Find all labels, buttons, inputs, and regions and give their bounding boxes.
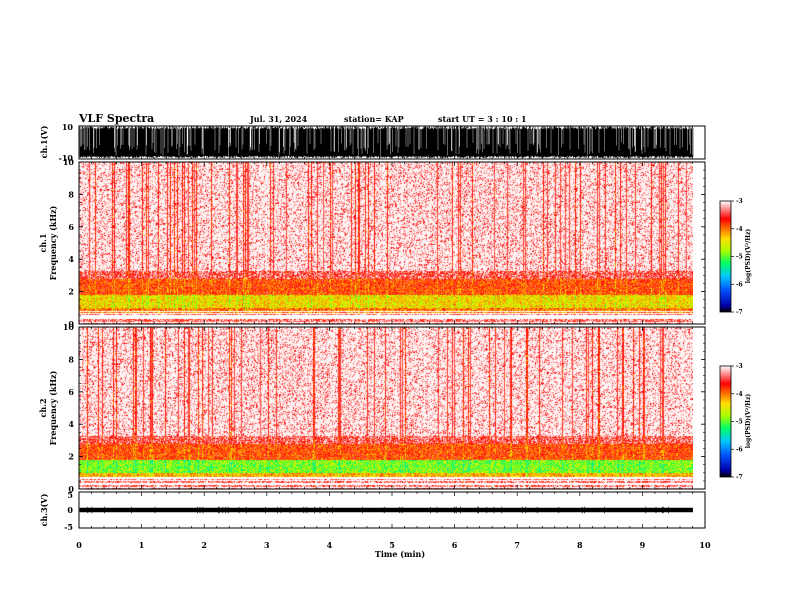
ch1-colorbar: -3 -4 -5 -6 -7 log(PSD)(V²/Hz) (719, 198, 752, 316)
time-tick-3: 3 (264, 540, 270, 550)
ch1-frequency-ticks: 0 2 4 6 8 10 (63, 157, 705, 329)
ch1-cbtick--6: -6 (736, 281, 743, 288)
ch3-ytick-bottom: -5 (64, 522, 73, 532)
ch1-colorbar-label: log(PSD)(V²/Hz) (745, 229, 752, 284)
ch3-waveform-ylabel: ch.3(V) (39, 493, 49, 526)
ch1-freq-ytick-0: 0 (68, 319, 74, 329)
ch2-freq-ytick-2: 2 (68, 452, 74, 462)
ch2-cbtick--7: -7 (736, 474, 743, 481)
ch2-colorbar-label: log(PSD)(V²/Hz) (745, 394, 752, 449)
station-label: station= KAP (344, 114, 404, 124)
ch2-frequency-ticks: 0 2 4 6 8 10 (63, 322, 705, 494)
ch1-colorbar-ticks: -3 -4 -5 -6 -7 (731, 198, 743, 316)
ch3-waveform-line (79, 506, 693, 514)
ch1-cbtick--7: -7 (736, 309, 743, 316)
ch2-freq-ytick-4: 4 (68, 419, 74, 429)
ch1-waveform-ylabel: ch.1(V) (39, 125, 49, 158)
time-tick-1: 1 (139, 540, 145, 550)
ch2-freq-ytick-6: 6 (68, 387, 74, 397)
ch2-freq-ytick-0: 0 (68, 484, 74, 494)
time-tick-7: 7 (514, 540, 520, 550)
time-tick-9: 9 (640, 540, 646, 550)
ch2-cbtick--3: -3 (736, 363, 743, 370)
time-tick-2: 2 (201, 540, 207, 550)
time-tick-0: 0 (76, 540, 82, 550)
ch2-spectrogram-ylabel-line2: Frequency (kHz) (48, 370, 58, 445)
time-tick-5: 5 (389, 540, 395, 550)
ch1-spectrogram-ylabel-line1: ch.1 (38, 233, 48, 252)
ch1-spectrogram-ylabel-line2: Frequency (kHz) (48, 205, 58, 280)
ch2-cbtick--6: -6 (736, 446, 743, 453)
ch1-ytick-bottom: -10 (59, 153, 74, 163)
ch1-cbtick--3: -3 (736, 198, 743, 205)
ch1-waveform-line (79, 126, 694, 159)
time-tick-8: 8 (577, 540, 583, 550)
ch2-cbtick--4: -4 (736, 391, 743, 398)
ch2-colorbar: -3 -4 -5 -6 -7 log(PSD)(V²/Hz) (719, 363, 752, 481)
ch2-colorbar-ticks: -3 -4 -5 -6 -7 (731, 363, 743, 481)
date-label: Jul. 31, 2024 (249, 114, 308, 124)
ch3-waveform-panel: 5 0 -5 ch.3(V) (39, 490, 706, 532)
ch2-spectrogram-panel: 0 2 4 6 8 10 ch.2 Frequency (kHz) (38, 322, 706, 494)
ch1-freq-ytick-10: 10 (63, 157, 75, 167)
time-tick-10: 10 (699, 540, 711, 550)
ch2-freq-ytick-8: 8 (68, 354, 74, 364)
ch3-waveform-trace (79, 506, 693, 514)
ch1-spectrogram-image (79, 162, 693, 324)
figure-title: VLF Spectra (78, 112, 154, 125)
ch1-spectrogram-panel: 0 2 4 6 8 10 ch.1 Frequency (kHz) (38, 157, 706, 329)
ch1-cbtick--4: -4 (736, 226, 743, 233)
ch1-waveform-panel: 10 -10 ch.1(V) (39, 122, 706, 163)
ch1-ytick-top: 10 (62, 122, 74, 132)
ch1-freq-ytick-8: 8 (68, 189, 74, 199)
ch1-waveform-trace (79, 126, 694, 159)
ch1-cbtick--5: -5 (736, 254, 743, 261)
ch1-freq-ytick-6: 6 (68, 222, 74, 232)
time-axis-label: Time (min) (375, 549, 425, 559)
ch3-ytick-top: 5 (67, 490, 73, 500)
ch2-cbtick--5: -5 (736, 419, 743, 426)
ch2-spectrogram-image (79, 327, 693, 489)
time-axis: 0 1 2 3 4 5 6 7 8 9 10 (76, 126, 711, 550)
ch2-spectrogram-ylabel-line1: ch.2 (38, 398, 48, 417)
start-time-label: start UT = 3 : 10 : 1 (438, 114, 527, 124)
ch1-freq-ytick-4: 4 (68, 254, 74, 264)
time-tick-4: 4 (327, 540, 333, 550)
ch2-freq-ytick-10: 10 (63, 322, 75, 332)
time-tick-6: 6 (452, 540, 458, 550)
ch3-ytick-mid: 0 (67, 505, 73, 515)
ch1-freq-ytick-2: 2 (68, 287, 74, 297)
